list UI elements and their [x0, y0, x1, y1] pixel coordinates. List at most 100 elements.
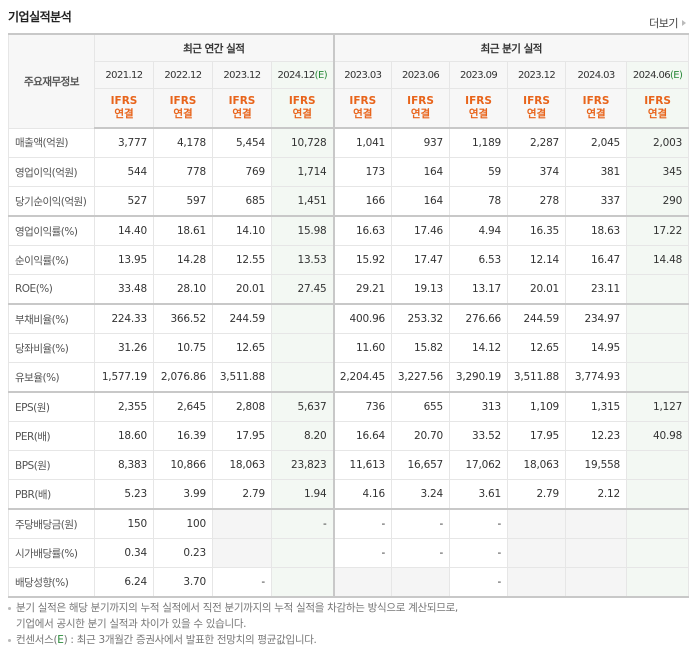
period-header: 2023.09: [449, 61, 509, 89]
value-cell: [212, 508, 272, 539]
value-cell: 337: [565, 186, 628, 217]
value-cell: 18,063: [507, 450, 567, 480]
value-cell: 244.59: [212, 303, 272, 334]
row-label: PER(배): [8, 421, 95, 451]
value-cell: 20.01: [212, 274, 272, 305]
value-cell: 597: [153, 186, 213, 217]
value-cell: [270, 538, 335, 568]
accounting-standard: IFRS 연결: [565, 88, 628, 129]
more-link[interactable]: 더보기: [649, 15, 686, 31]
value-cell: -: [212, 567, 272, 598]
estimate-mark: (E): [314, 69, 328, 81]
value-cell: 14.28: [153, 245, 213, 275]
value-cell: 12.14: [507, 245, 567, 275]
value-cell: [270, 303, 335, 334]
value-cell: 2,355: [94, 391, 154, 422]
accounting-standard: IFRS 연결: [332, 88, 393, 129]
value-cell: 20.70: [391, 421, 451, 451]
period-header: 2021.12: [94, 61, 154, 89]
value-cell: 2,645: [153, 391, 213, 422]
value-cell: 18.60: [94, 421, 154, 451]
period-header: 2023.12: [212, 61, 272, 89]
value-cell: 3.70: [153, 567, 213, 598]
value-cell: 10,866: [153, 450, 213, 480]
value-cell: [626, 567, 690, 598]
value-cell: 253.32: [391, 303, 451, 334]
value-cell: 12.65: [212, 333, 272, 363]
value-cell: 18.63: [565, 215, 628, 246]
estimate-mark: (E): [669, 69, 683, 81]
value-cell: 16.47: [565, 245, 628, 275]
value-cell: 0.23: [153, 538, 213, 568]
period-header: 2023.06: [391, 61, 451, 89]
row-label: 주당배당금(원): [8, 508, 95, 539]
row-label: 순이익률(%): [8, 245, 95, 275]
value-cell: 2.79: [507, 479, 567, 510]
value-cell: 736: [332, 391, 393, 422]
value-cell: 527: [94, 186, 154, 217]
table-row: 영업이익(억원) 544 778 769 1,714 173 164 59 374 381 345: [8, 157, 690, 187]
value-cell: 276.66: [449, 303, 509, 334]
footnote-quarterly: 분기 실적은 해당 분기까지의 누적 실적에서 직전 분기까지의 누적 실적을 …: [8, 600, 458, 632]
period-header: 2024.12(E): [270, 61, 335, 89]
period-header: 2024.03: [565, 61, 628, 89]
table-row: 주당배당금(원) 150 100- - - -: [8, 508, 690, 539]
value-cell: 234.97: [565, 303, 628, 334]
table-row: 배당성향(%) 6.24 3.70- -: [8, 567, 690, 598]
value-cell: -: [332, 508, 393, 539]
value-cell: 31.26: [94, 333, 154, 363]
row-label: 유보율(%): [8, 362, 95, 393]
value-cell: 5.23: [94, 479, 154, 510]
value-cell: [332, 567, 393, 598]
table-row: PBR(배) 5.23 3.99 2.79 1.94 4.16 3.24 3.61 2.79 2.…: [8, 479, 690, 510]
value-cell: [212, 538, 272, 568]
row-label: PBR(배): [8, 479, 95, 510]
table-row: 당좌비율(%) 31.26 10.75 12.65 11.60 15.82 14.12 12.…: [8, 333, 690, 363]
value-cell: [626, 450, 690, 480]
value-cell: 2,003: [626, 127, 690, 158]
value-cell: 400.96: [332, 303, 393, 334]
value-cell: 27.45: [270, 274, 335, 305]
value-cell: 16.35: [507, 215, 567, 246]
value-cell: 1,577.19: [94, 362, 154, 393]
value-cell: 0.34: [94, 538, 154, 568]
arrow-right-icon: [682, 20, 686, 26]
value-cell: -: [391, 538, 451, 568]
value-cell: 2.12: [565, 479, 628, 510]
value-cell: [270, 362, 335, 393]
value-cell: 4.16: [332, 479, 393, 510]
value-cell: 1.94: [270, 479, 335, 510]
value-cell: 778: [153, 157, 213, 187]
value-cell: [626, 303, 690, 334]
value-cell: 278: [507, 186, 567, 217]
period-header: 2024.06(E): [626, 61, 690, 89]
value-cell: 10.75: [153, 333, 213, 363]
value-cell: 4,178: [153, 127, 213, 158]
value-cell: 366.52: [153, 303, 213, 334]
value-cell: 3,774.93: [565, 362, 628, 393]
label-column-header: 주요재무정보: [8, 33, 95, 129]
value-cell: 3.99: [153, 479, 213, 510]
value-cell: [507, 538, 567, 568]
accounting-standard: IFRS 연결: [153, 88, 213, 129]
value-cell: [507, 567, 567, 598]
row-label: 영업이익률(%): [8, 215, 95, 246]
value-cell: 16.64: [332, 421, 393, 451]
value-cell: [626, 508, 690, 539]
value-cell: 3,511.88: [212, 362, 272, 393]
financial-table: 주요재무정보 최근 연간 실적 최근 분기 실적 2021.12 2022.12 2…: [8, 33, 690, 598]
value-cell: 290: [626, 186, 690, 217]
value-cell: 173: [332, 157, 393, 187]
footnote-consensus: 컨센서스(E) : 최근 3개월간 증권사에서 발표한 전망치의 평균값입니다.: [8, 632, 458, 648]
value-cell: [270, 567, 335, 598]
value-cell: 40.98: [626, 421, 690, 451]
table-row: PER(배) 18.60 16.39 17.95 8.20 16.64 20.70 33.52…: [8, 421, 690, 451]
value-cell: 150: [94, 508, 154, 539]
accounting-standard: IFRS 연결: [626, 88, 690, 129]
row-label: 시가배당률(%): [8, 538, 95, 568]
value-cell: 1,189: [449, 127, 509, 158]
accounting-standard: IFRS 연결: [270, 88, 335, 129]
value-cell: 19.13: [391, 274, 451, 305]
row-label: BPS(원): [8, 450, 95, 480]
value-cell: 769: [212, 157, 272, 187]
